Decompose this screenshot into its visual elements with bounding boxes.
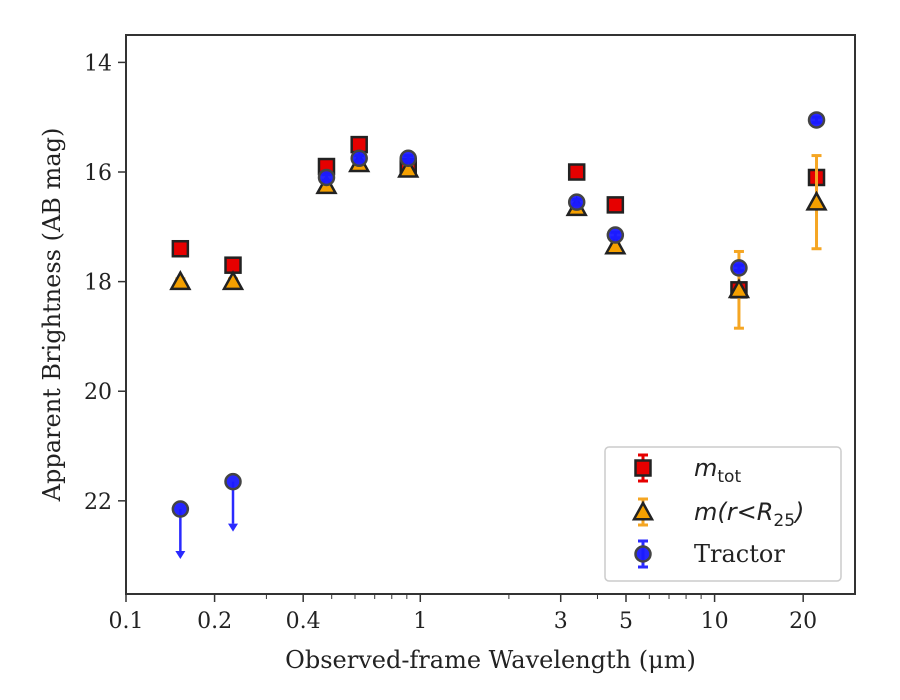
data-point-circle (807, 111, 826, 129)
legend-box (604, 446, 842, 582)
data-point-triangle (727, 278, 751, 299)
data-point-square (567, 163, 586, 181)
x-tick-label: 10 (701, 609, 729, 634)
y-tick-label: 14 (84, 51, 112, 76)
y-tick-label: 18 (84, 271, 112, 296)
x-tick-label: 20 (789, 609, 817, 634)
upper-limit-arrowhead (175, 551, 186, 560)
data-point-triangle (397, 157, 420, 178)
data-point-circle (317, 168, 336, 187)
legend-label: Tractor (694, 540, 785, 568)
x-tick-label: 0.1 (109, 609, 144, 634)
legend-marker-triangle (631, 500, 655, 521)
x-tick-label: 1 (413, 609, 427, 634)
data-point-circle (567, 193, 586, 211)
y-axis: 14 16 18 20 22 (84, 51, 126, 515)
legend-marker-square (634, 459, 652, 477)
y-tick-label: 16 (84, 161, 112, 186)
legend: mtot m(r<R25) Tractor (604, 446, 842, 582)
x-axis-label: Observed-frame Wavelength (μm) (285, 646, 696, 674)
x-tick-label: 3 (554, 609, 568, 634)
x-tick-label: 5 (619, 609, 633, 634)
x-axis: 0.1 0.2 0.4 1 3 5 10 20 (109, 594, 817, 634)
data-point-triangle (169, 270, 192, 291)
data-point-triangle (805, 190, 828, 211)
data-point-square (606, 196, 625, 214)
data-point-circle (730, 259, 748, 277)
data-point-circle (224, 472, 242, 491)
x-tick-label: 0.2 (197, 609, 232, 634)
data-point-circle (399, 149, 417, 168)
data-point-circle (171, 500, 190, 518)
data-point-square (171, 239, 190, 258)
legend-label: m(r<R25) (694, 498, 804, 531)
data-point-circle (606, 226, 625, 244)
data-markers (169, 111, 828, 560)
upper-limit-arrowhead (228, 523, 239, 532)
legend-marker-circle (634, 545, 652, 563)
y-axis-label: Apparent Brightness (AB mag) (38, 128, 66, 503)
y-tick-label: 22 (84, 490, 112, 515)
x-tick-label: 0.4 (286, 609, 321, 634)
legend-label: mtot (694, 454, 741, 487)
series-circle (171, 111, 826, 560)
data-point-circle (350, 149, 368, 168)
data-point-triangle (221, 270, 245, 291)
y-tick-label: 20 (84, 380, 112, 405)
data-point-triangle (604, 234, 627, 255)
